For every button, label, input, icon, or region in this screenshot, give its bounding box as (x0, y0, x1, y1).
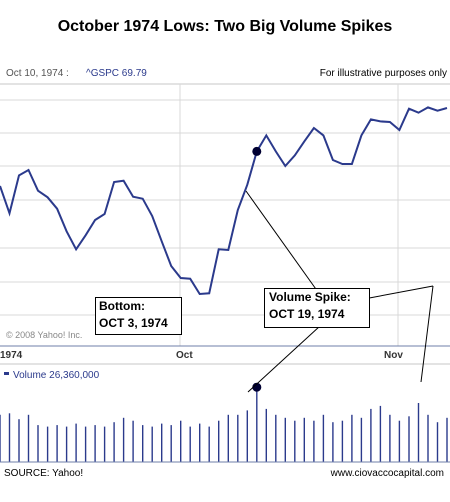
copyright: © 2008 Yahoo! Inc. (6, 330, 82, 340)
volume-spike-annotation-line2: OCT 19, 1974 (269, 307, 345, 321)
x-tick-label-oct: Oct (176, 350, 193, 361)
price-marker (252, 146, 262, 156)
bottom-annotation: Bottom: OCT 3, 1974 (95, 297, 182, 335)
header-symbol: ^GSPC 69.79 (86, 68, 147, 79)
price-line (0, 106, 448, 296)
price-series (0, 106, 448, 296)
page-title: October 1974 Lows: Two Big Volume Spikes (57, 18, 393, 35)
header-date: Oct 10, 1974 : (6, 68, 69, 79)
volume-spike-marker (252, 382, 262, 392)
website-label: www.ciovaccocapital.com (330, 468, 444, 479)
x-tick-label-1974: 1974 (0, 350, 23, 361)
bottom-annotation-line1: Bottom: (99, 299, 145, 313)
volume-series (0, 382, 448, 462)
chart-header-bg (0, 61, 450, 84)
volume-spike-annotation: Volume Spike: OCT 19, 1974 (264, 288, 370, 328)
header-disclaimer: For illustrative purposes only (320, 68, 447, 79)
price-grid (0, 84, 450, 346)
bottom-annotation-line2: OCT 3, 1974 (99, 316, 168, 330)
x-tick-label-nov: Nov (384, 350, 403, 361)
callout-lines (245, 190, 434, 393)
volume-label: Volume 26,360,000 (13, 370, 100, 381)
volume-spike-annotation-line1: Volume Spike: (269, 290, 351, 304)
volume-legend-swatch (4, 372, 9, 375)
source-label: SOURCE: Yahoo! (4, 468, 84, 479)
